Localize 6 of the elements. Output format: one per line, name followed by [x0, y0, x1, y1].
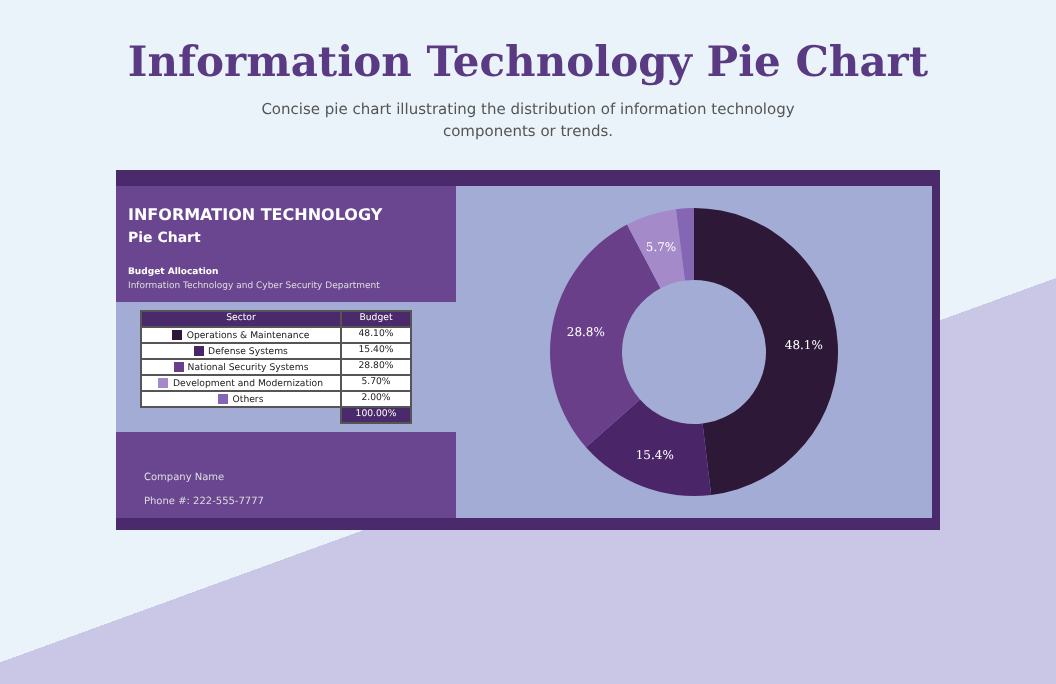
donut-slice: [627, 209, 685, 289]
donut-slice: [585, 399, 712, 496]
donut-slice: [675, 208, 694, 281]
donut-slice: [694, 208, 838, 495]
chart-title: Information Technology Pie Chart: [125, 36, 931, 86]
text: INFORMATION TECHNOLOGY: [128, 206, 383, 224]
